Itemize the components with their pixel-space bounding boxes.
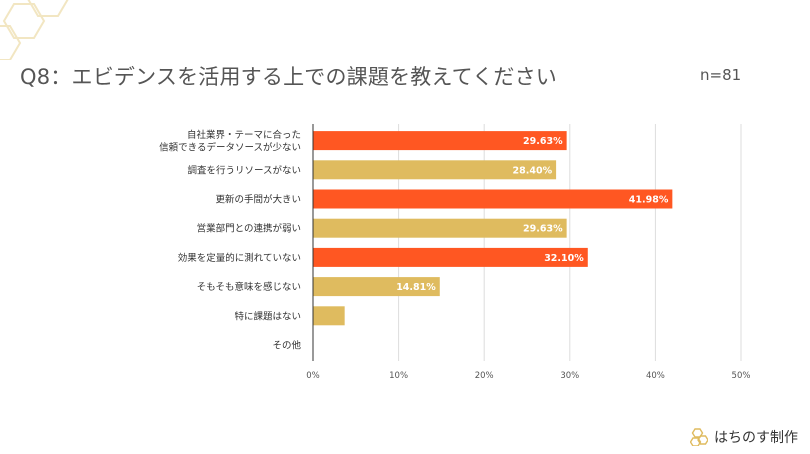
x-tick-label: 50% [732, 371, 751, 381]
honeycomb-icon [690, 428, 708, 446]
x-tick-label: 30% [560, 371, 579, 381]
bar [313, 189, 673, 209]
bar [313, 218, 567, 238]
data-label: 41.98% [629, 195, 669, 206]
category-label: そもそも意味を感じない [197, 281, 301, 293]
category-label: 更新の手間が大きい [215, 194, 301, 206]
x-tick-label: 10% [389, 371, 408, 381]
category-label: 調査を行うリソースがない [187, 164, 301, 176]
page-title: Q8：エビデンスを活用する上での課題を教えてください [20, 65, 557, 89]
category-label: その他 [272, 340, 301, 352]
category-label: 特に課題はない [234, 310, 301, 322]
category-label: 効果を定量的に測れていない [178, 252, 301, 264]
x-tick-label: 40% [646, 371, 665, 381]
data-label: 29.63% [523, 136, 563, 147]
bar [313, 131, 567, 151]
x-tick-label: 20% [475, 371, 494, 381]
honeycomb-decoration [0, 0, 69, 60]
bar [313, 277, 440, 297]
brand: はちのす制作 [690, 427, 798, 447]
brand-name: はちのす制作 [714, 430, 798, 446]
x-tick-label: 0% [306, 371, 320, 381]
data-label: 14.81% [396, 282, 436, 293]
bar [313, 247, 588, 267]
sample-size: n=81 [700, 66, 742, 84]
category-label: 自社業界・テーマに合った信頼できるデータソースが少ない [159, 129, 301, 154]
data-label: 32.10% [544, 253, 584, 264]
data-label: 28.40% [513, 165, 553, 176]
bar [313, 306, 345, 326]
bar [313, 160, 557, 180]
data-label: 29.63% [523, 224, 563, 235]
category-label: 営業部門との連携が弱い [197, 223, 301, 235]
